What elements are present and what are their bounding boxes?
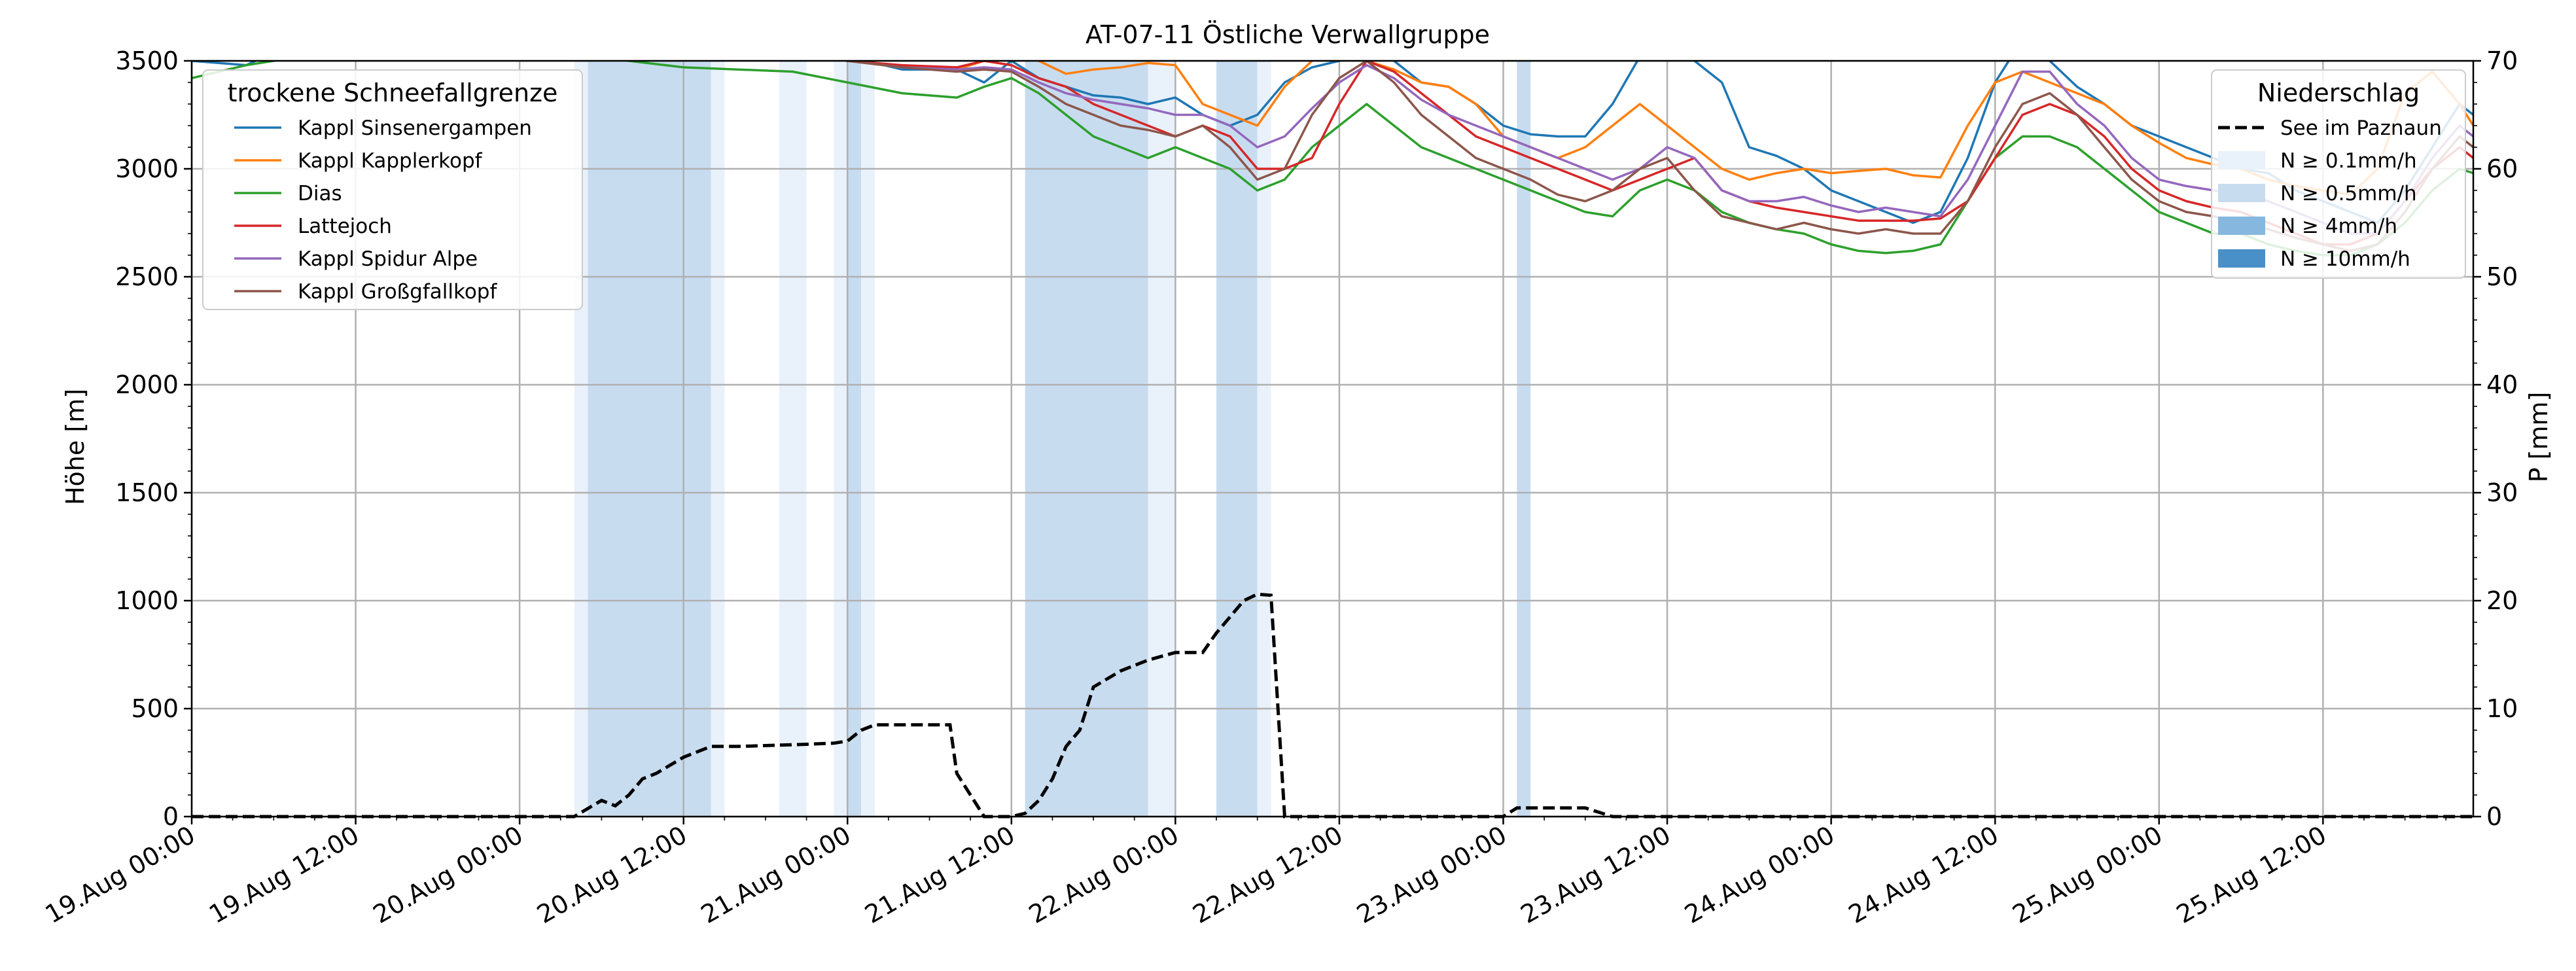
y2-tick-label: 0 [2486, 802, 2502, 831]
snow-legend-label: Dias [298, 182, 342, 205]
series-lines [192, 61, 2473, 256]
series-line [840, 61, 2473, 246]
plot-frame [190, 60, 2475, 818]
chart-title: AT-07-11 Östliche Verwallgruppe [1085, 20, 1490, 49]
precip-band [711, 61, 725, 817]
snow-legend-label: Kappl Großgfallkopf [298, 280, 497, 304]
precip-legend-swatch [2218, 184, 2265, 202]
snow-legend-label: Kappl Kapplerkopf [298, 149, 483, 173]
series-line [192, 61, 2473, 256]
precip-band [1216, 61, 1258, 817]
precip-band [1257, 61, 1271, 817]
precip-legend-label: N ≥ 0.5mm/h [2280, 182, 2417, 205]
y-tick-label: 2000 [115, 370, 179, 399]
series-line [840, 61, 2473, 235]
y2-tick-label: 40 [2486, 370, 2518, 399]
precip-legend-label: N ≥ 0.1mm/h [2280, 149, 2417, 173]
precip-band [779, 61, 807, 817]
precip-band [1148, 61, 1176, 817]
snow-legend-box [202, 69, 583, 310]
y-tick-label: 3500 [115, 46, 179, 75]
snow-legend: trockene Schneefallgrenze Kappl Sinsenerg… [202, 69, 583, 310]
precip-legend-label: N ≥ 4mm/h [2280, 215, 2397, 238]
precip-band [847, 61, 862, 817]
precip-legend-title: Niederschlag [2257, 79, 2420, 107]
y-axis-label: Höhe [m] [61, 389, 90, 505]
y-tick-label: 500 [131, 694, 179, 723]
precip-band [1517, 61, 1531, 817]
snow-legend-label: Kappl Sinsenergampen [298, 116, 532, 140]
precip-band [588, 61, 711, 817]
precip-legend-label: N ≥ 10mm/h [2280, 247, 2410, 271]
precip-line-group [192, 592, 2473, 819]
precip-legend-label: See im Paznaun [2280, 116, 2442, 140]
y-tick-label: 1500 [115, 478, 179, 507]
y2-tick-label: 60 [2486, 154, 2518, 183]
y-tick-label: 3000 [115, 154, 179, 183]
precip-band [861, 61, 875, 817]
precip-band [1025, 61, 1148, 817]
y-axis-left: 0 500 1000 1500 2000 2500 3000 3500 [115, 46, 192, 831]
y-tick-label: 2500 [115, 262, 179, 291]
y2-tick-label: 30 [2486, 478, 2518, 507]
snow-legend-label: Kappl Spidur Alpe [298, 247, 478, 271]
snow-legend-title: trockene Schneefallgrenze [228, 79, 558, 107]
y-axis-right: 0 10 20 30 40 50 60 70 [2473, 46, 2518, 831]
precip-legend-swatch [2218, 217, 2265, 235]
precip-line [192, 592, 2473, 819]
precip-legend-box [2211, 69, 2466, 279]
y-tick-label: 1000 [115, 586, 179, 615]
series-line [840, 61, 2473, 253]
series-line [192, 61, 2473, 224]
y2-tick-label: 10 [2486, 694, 2518, 723]
precip-legend: Niederschlag See im Paznaun N ≥ 0.1mm/h N ≥… [2211, 69, 2466, 279]
precip-legend-swatch [2218, 249, 2265, 268]
y2-tick-label: 20 [2486, 586, 2518, 615]
y2-axis-label: P [mm] [2524, 392, 2553, 483]
y2-tick-label: 50 [2486, 262, 2518, 291]
snow-legend-label: Lattejoch [298, 215, 392, 238]
y-tick-label: 0 [163, 802, 179, 831]
precip-bands [574, 61, 1531, 817]
y2-tick-label: 70 [2486, 46, 2518, 75]
precip-band [834, 61, 848, 817]
precip-legend-swatch [2218, 151, 2265, 169]
